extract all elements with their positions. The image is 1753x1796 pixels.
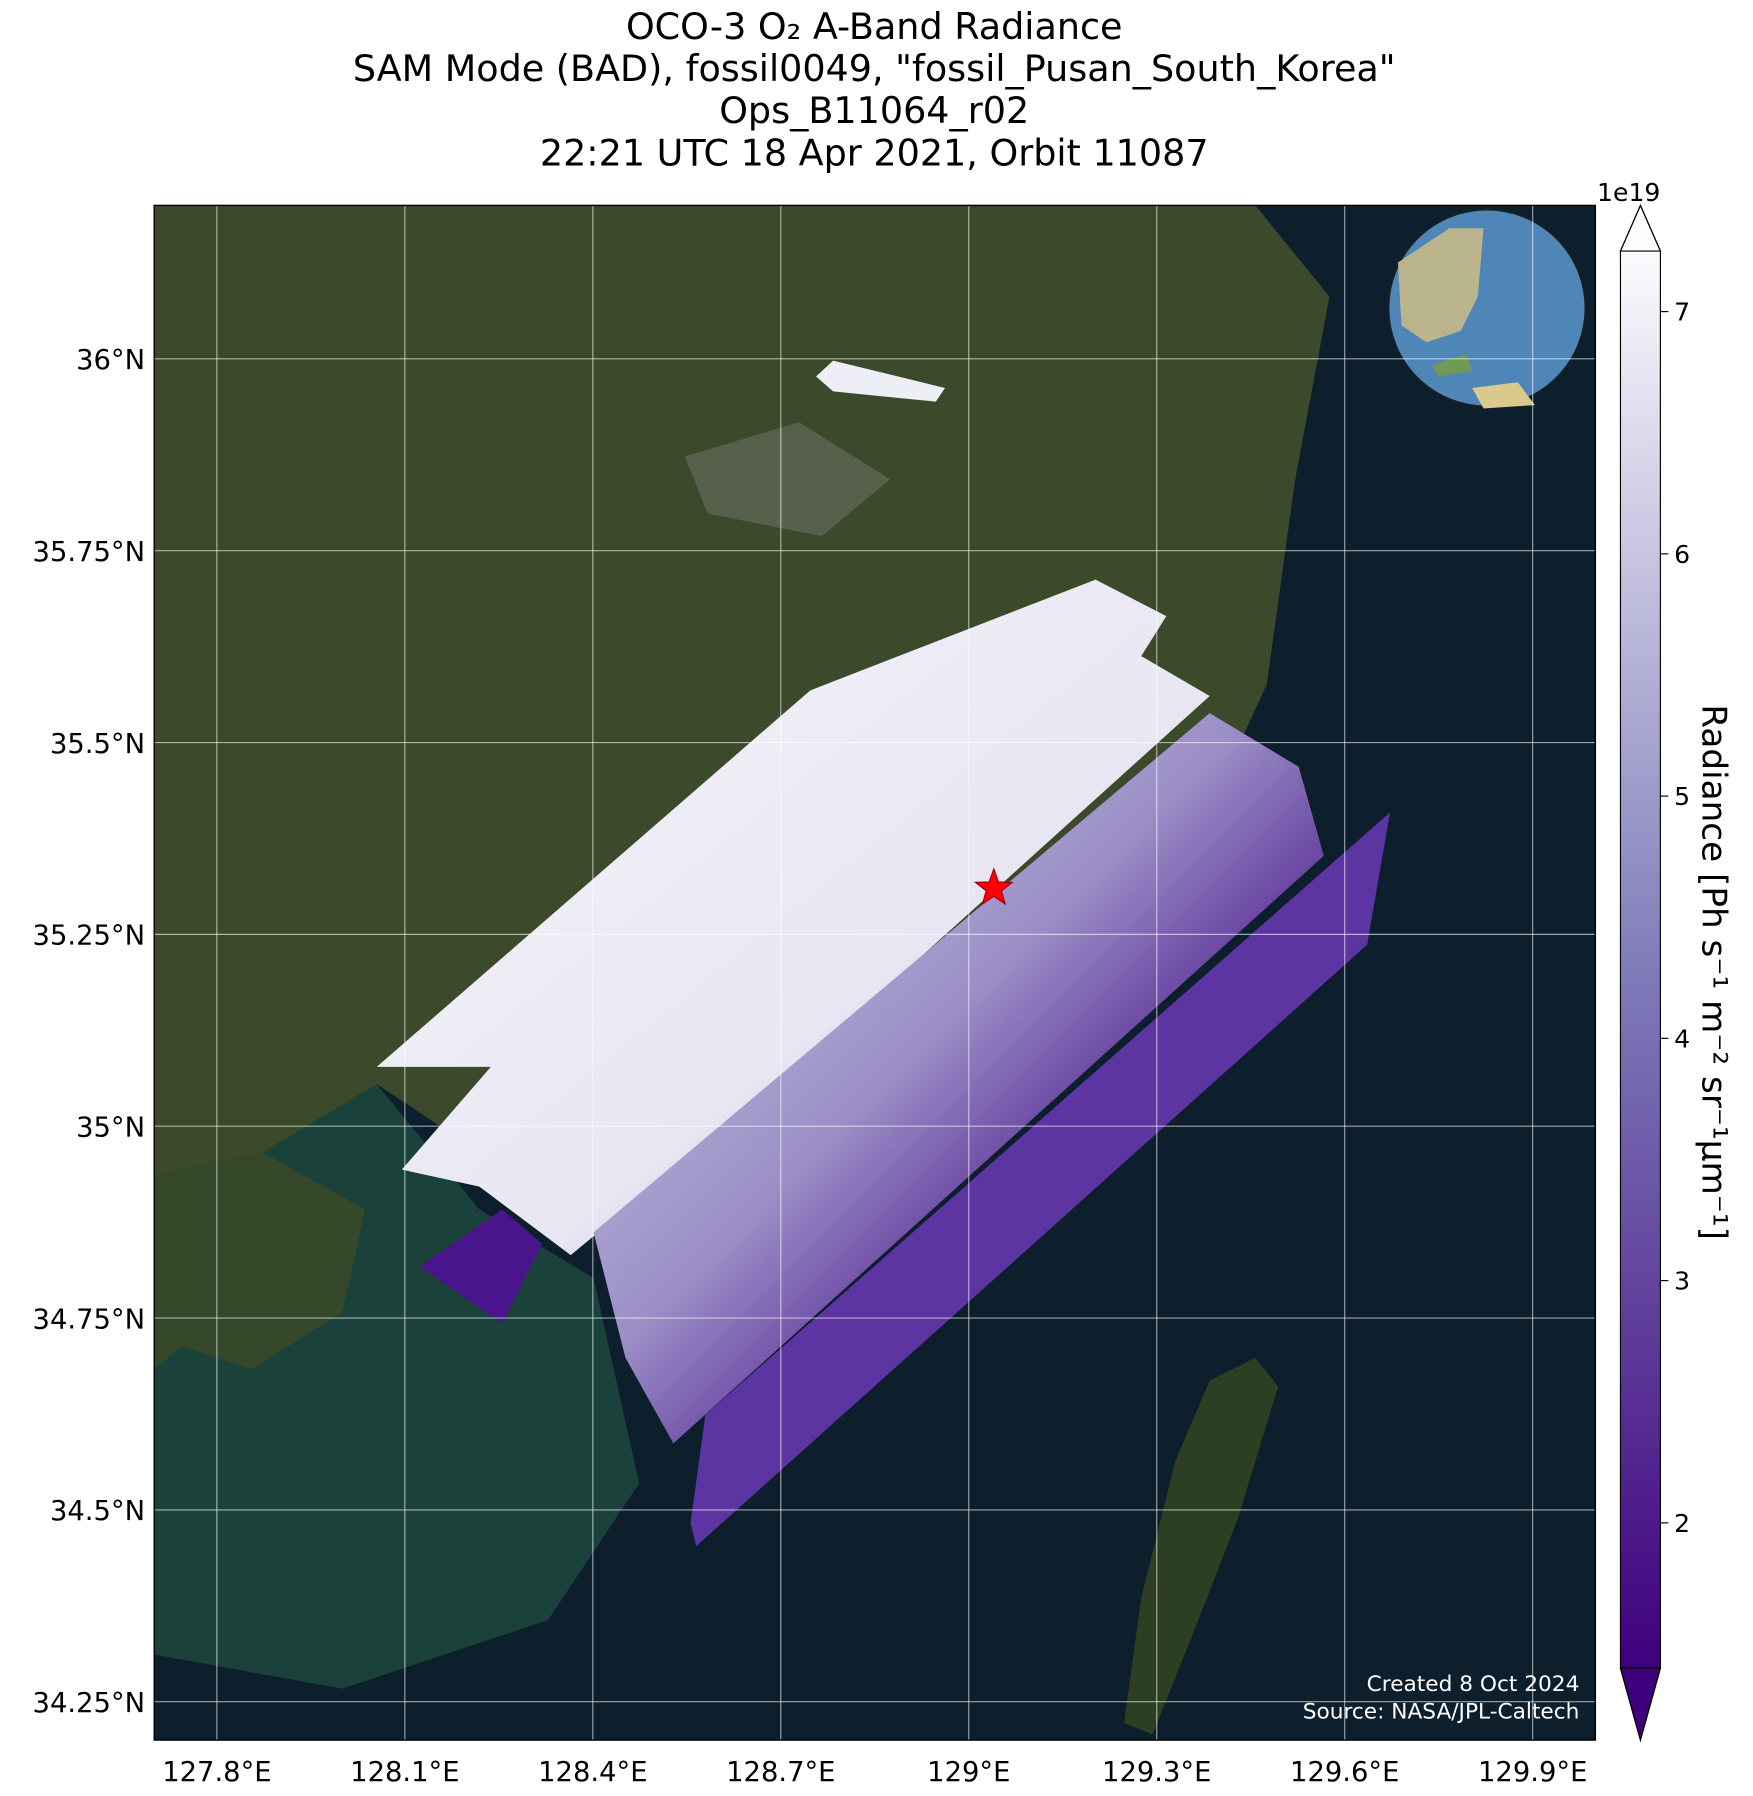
- map-frame: [153, 204, 1597, 1741]
- y-tick-label: 36°N: [76, 345, 145, 376]
- colorbar-tick-label: 7: [1674, 298, 1690, 327]
- city: [684, 422, 891, 537]
- x-tick-label: 128.4°E: [538, 1757, 647, 1788]
- swath: [420, 1209, 543, 1324]
- y-tick-label: 34.75°N: [33, 1304, 146, 1335]
- swath: [690, 812, 1390, 1547]
- land: [154, 1152, 366, 1370]
- globe-land: [1397, 228, 1484, 343]
- chart-title: SAM Mode (BAD), fossil0049, "fossil_Pusa…: [353, 47, 1396, 90]
- y-tick-label: 35.75°N: [33, 537, 146, 568]
- colorbar-scale-label: 1e19: [1597, 178, 1660, 207]
- x-tick-label: 127.8°E: [162, 1757, 271, 1788]
- y-tick-label: 35.25°N: [33, 921, 146, 952]
- swath: [376, 579, 1210, 1256]
- colorbar-tick-label: 4: [1674, 1024, 1690, 1053]
- x-tick-label: 129.3°E: [1102, 1757, 1211, 1788]
- x-tick-label: 128.7°E: [726, 1757, 835, 1788]
- colorbar-tick-label: 5: [1674, 782, 1690, 811]
- chart-title: Ops_B11064_r02: [719, 89, 1029, 132]
- map-area: [154, 205, 1596, 1741]
- annotation: Created 8 Oct 2024: [1367, 1672, 1580, 1697]
- colorbar-tick-label: 6: [1674, 540, 1690, 569]
- swath: [593, 713, 1324, 1444]
- y-tick-label: 34.25°N: [33, 1688, 146, 1719]
- colorbar-frame: [1619, 203, 1661, 1743]
- colorbar-tick-label: 3: [1674, 1267, 1690, 1296]
- y-tick-label: 35.5°N: [50, 729, 145, 760]
- colorbar-extend: [1619, 203, 1662, 252]
- chart-title: 22:21 UTC 18 Apr 2021, Orbit 11087: [540, 131, 1209, 174]
- chart-title: OCO-3 O₂ A-Band Radiance: [626, 5, 1123, 48]
- x-tick-label: 129.9°E: [1478, 1757, 1587, 1788]
- colorbar-extend: [1619, 1667, 1662, 1743]
- annotation: Source: NASA/JPL-Caltech: [1303, 1699, 1580, 1724]
- island: [1124, 1357, 1279, 1735]
- colorbar-label: Radiance [Ph s⁻¹ m⁻² sr⁻¹μm⁻¹]: [1693, 704, 1733, 1240]
- colorbar-tick-label: 2: [1674, 1509, 1690, 1538]
- x-tick-label: 129°E: [927, 1757, 1010, 1788]
- swath: [816, 360, 945, 402]
- inset-globe: [1388, 209, 1586, 409]
- colorbar: [1620, 251, 1661, 1669]
- y-tick-label: 34.5°N: [50, 1496, 145, 1527]
- globe-land: [1472, 382, 1535, 409]
- target-marker: [973, 867, 1014, 906]
- x-tick-label: 128.1°E: [350, 1757, 459, 1788]
- x-tick-label: 129.6°E: [1290, 1757, 1399, 1788]
- y-tick-label: 35°N: [76, 1112, 145, 1143]
